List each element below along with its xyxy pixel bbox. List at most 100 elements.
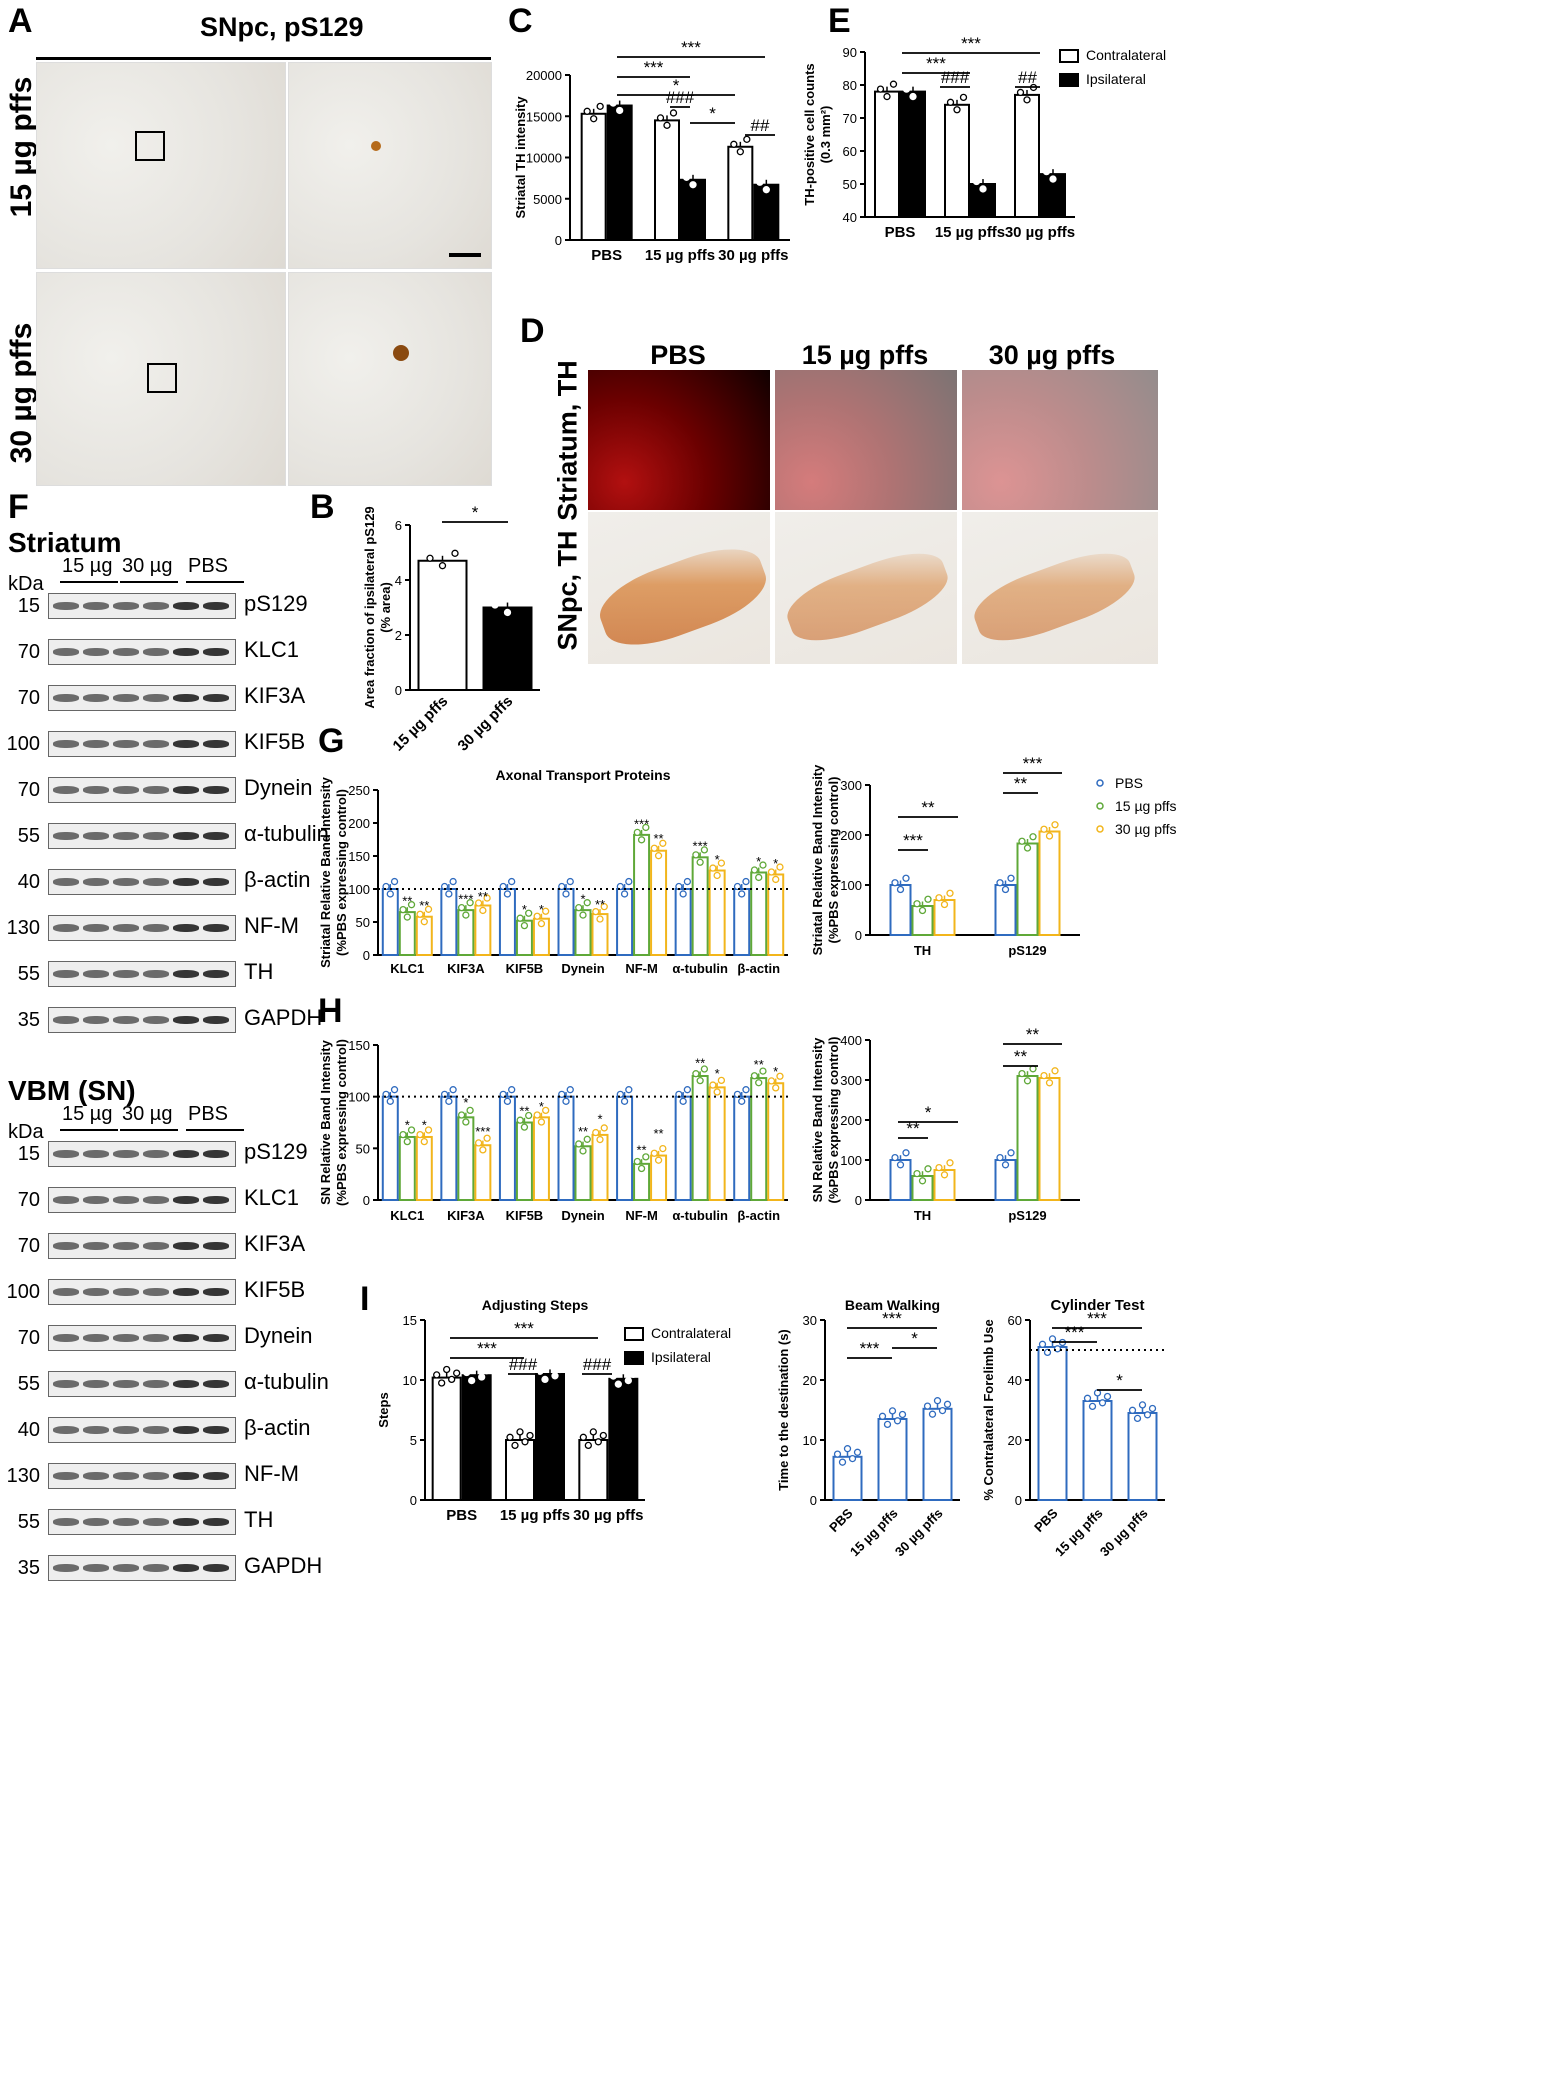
data-point <box>683 877 692 886</box>
data-point <box>462 911 470 919</box>
bar <box>440 1095 458 1201</box>
blot-band <box>83 1380 109 1388</box>
data-point <box>629 1370 637 1378</box>
data-point <box>669 109 678 117</box>
data-point <box>503 1097 512 1105</box>
blot-label: β-actin <box>244 1415 311 1440</box>
bar <box>557 888 575 956</box>
panel-a-row1-label: 15 µg pffs <box>5 76 38 218</box>
y-tick-label: 4 <box>395 573 402 588</box>
blot-band <box>203 1196 229 1204</box>
bar <box>1016 1075 1039 1201</box>
y-tick-label: 100 <box>348 1090 370 1105</box>
sig-g1: ** <box>419 898 429 913</box>
blot-band <box>143 1472 169 1480</box>
sig-i2: *** <box>882 1309 902 1328</box>
sig-i2: *** <box>860 1339 880 1358</box>
bar <box>398 1135 416 1201</box>
data-point <box>596 915 604 923</box>
data-point <box>891 1153 899 1162</box>
data-point <box>1051 821 1059 829</box>
sig-g1: * <box>522 902 527 917</box>
data-point <box>738 1097 746 1105</box>
kda-label: kDa <box>8 573 44 595</box>
blot-band <box>143 1242 169 1250</box>
data-point <box>769 173 777 181</box>
blot-band <box>173 832 199 840</box>
y-tick-label: 0 <box>855 1193 862 1208</box>
x-tick-label: NF-M <box>625 1208 658 1223</box>
x-tick-label: TH <box>914 1208 931 1223</box>
sig-g1: ** <box>402 894 412 909</box>
data-point <box>1007 1149 1015 1157</box>
blot-label: KIF3A <box>244 683 306 708</box>
y-tick-label: 5000 <box>533 192 562 207</box>
data-point <box>959 93 968 102</box>
y-tick-label: 300 <box>840 778 862 793</box>
blot-strip <box>48 1417 236 1443</box>
chart-i2: 0 10 20 30 Time to the destination (s) Beam W… <box>776 1297 960 1559</box>
blot-strip <box>48 685 236 711</box>
data-point <box>759 861 767 869</box>
blot-band <box>113 1016 139 1024</box>
blot-band <box>173 1380 199 1388</box>
data-point <box>642 823 650 832</box>
blot-strip <box>48 1279 236 1305</box>
data-point <box>935 894 943 902</box>
data-point <box>750 866 759 874</box>
data-point <box>508 1086 516 1094</box>
data-point <box>449 877 457 886</box>
blot-kda: 55 <box>17 1511 40 1533</box>
legend-marker <box>1096 825 1104 833</box>
data-point <box>913 1169 921 1178</box>
blot-band <box>143 1334 169 1342</box>
data-point <box>1128 1406 1137 1414</box>
x-tick-label: Dynein <box>561 961 604 976</box>
data-point <box>915 80 924 88</box>
bar <box>591 913 609 956</box>
blot-label: KIF5B <box>244 1277 306 1302</box>
data-point <box>614 1380 622 1388</box>
data-point <box>511 1441 519 1450</box>
data-point <box>551 1372 559 1380</box>
y-tick-label: 50 <box>843 177 857 192</box>
data-point <box>1148 1404 1157 1413</box>
sig-h2: * <box>925 1103 932 1122</box>
blot-band <box>173 1518 199 1526</box>
data-point <box>600 1124 608 1132</box>
fluor-30 <box>962 370 1158 510</box>
data-point <box>838 1458 847 1466</box>
sig-g1: * <box>580 892 585 907</box>
data-point <box>1023 844 1032 852</box>
blot-band <box>53 1016 79 1024</box>
data-point <box>876 85 885 93</box>
data-point <box>433 1371 441 1379</box>
data-point <box>483 1134 491 1142</box>
data-point <box>756 178 764 186</box>
bar <box>753 183 780 242</box>
y-tick-label: 40 <box>843 210 857 225</box>
y-tick-label: 0 <box>810 1493 817 1508</box>
data-point <box>637 836 646 844</box>
zoom-box <box>147 363 177 393</box>
blot-band <box>53 1288 79 1296</box>
blot-label: Dynein <box>244 775 313 800</box>
blot-band <box>83 1288 109 1296</box>
blot-band <box>173 648 199 656</box>
data-point <box>659 1144 667 1153</box>
blot-band <box>53 1150 79 1158</box>
blot-band <box>203 740 229 748</box>
bar <box>944 103 970 218</box>
sig-h1: * <box>422 1118 427 1133</box>
data-point <box>562 1097 570 1105</box>
data-point <box>386 1097 394 1105</box>
panel-label-b: B <box>310 488 335 526</box>
blot-band <box>203 832 229 840</box>
bar <box>381 1095 399 1201</box>
y-tick-label: 80 <box>843 78 857 93</box>
blot-band <box>143 1150 169 1158</box>
data-point <box>575 903 583 912</box>
y-axis-label: % Contralateral Forelimb Use <box>981 1319 996 1500</box>
data-point <box>772 875 780 884</box>
data-point <box>579 1433 587 1441</box>
